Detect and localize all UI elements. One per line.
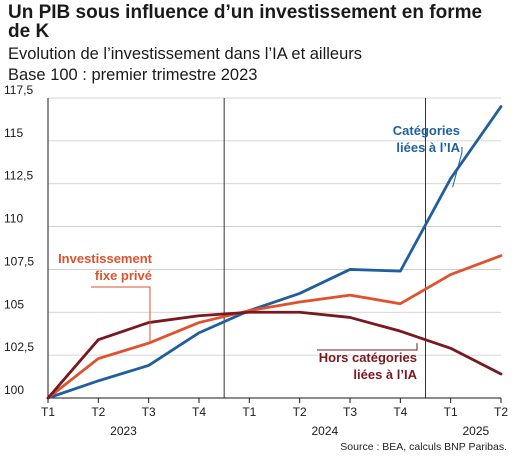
y-tick-label: 100 — [4, 383, 24, 397]
y-tick-label: 112,5 — [4, 169, 33, 183]
y-tick-label: 117,5 — [4, 83, 33, 97]
x-tick-label: T1 — [41, 405, 55, 419]
source-note: Source : BEA, calculs BNP Paribas. — [340, 441, 507, 453]
series-label-non-ai: Hors catégories — [319, 350, 417, 365]
chart-title: Un PIB sous influence d’un investissemen… — [8, 2, 483, 42]
y-tick-label: 105 — [4, 297, 24, 311]
year-label: 2025 — [462, 424, 489, 438]
x-tick-label: T1 — [242, 405, 256, 419]
series-label-ai: liées à l’IA — [396, 140, 460, 155]
y-tick-label: 110 — [4, 212, 23, 226]
leader-line-ai — [452, 147, 463, 188]
x-tick-label: T4 — [192, 405, 206, 419]
x-tick-label: T2 — [293, 405, 307, 419]
x-tick-label: T3 — [142, 405, 156, 419]
chart-subtitle: Evolution de l’investissement dans l’IA … — [8, 45, 363, 63]
series-label-fixed-investment: Investissement — [58, 251, 153, 266]
x-tick-label: T2 — [91, 405, 105, 419]
leader-line-fixed-investment — [91, 286, 151, 344]
series-label-fixed-investment: fixe privé — [95, 268, 152, 283]
series-line-non-ai — [46, 310, 503, 400]
x-tick-label: T4 — [393, 405, 407, 419]
y-tick-label: 102,5 — [4, 340, 34, 354]
x-tick-label: T2 — [494, 405, 508, 419]
series-label-ai: Catégories — [393, 123, 460, 138]
year-label: 2023 — [110, 424, 137, 438]
x-tick-label: T3 — [343, 405, 357, 419]
year-label: 2024 — [311, 424, 338, 438]
series-line-fixed-investment — [46, 254, 503, 400]
y-tick-label: 115 — [4, 126, 23, 140]
x-tick-label: T1 — [444, 405, 458, 419]
y-tick-label: 107,5 — [4, 254, 34, 268]
leader-line-non-ai — [317, 343, 418, 351]
series-label-non-ai: liées à l’IA — [353, 367, 417, 382]
chart-base-note: Base 100 : premier trimestre 2023 — [8, 66, 258, 84]
series-line-ai — [46, 105, 503, 400]
